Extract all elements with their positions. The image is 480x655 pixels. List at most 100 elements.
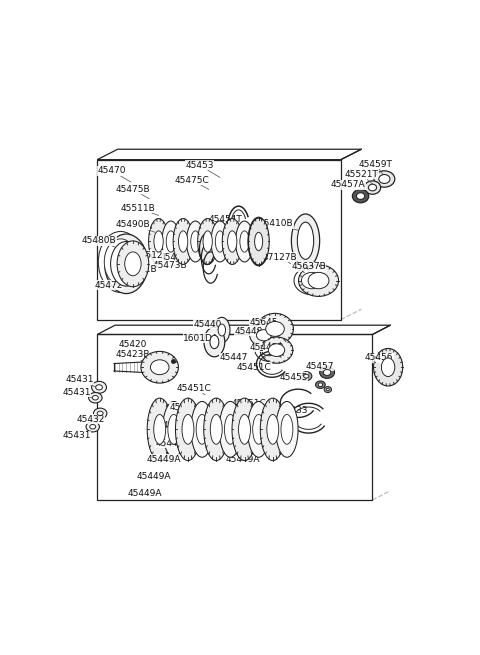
Ellipse shape bbox=[154, 415, 166, 444]
Text: 45449A: 45449A bbox=[226, 453, 260, 464]
Text: 45457A: 45457A bbox=[331, 180, 366, 194]
Ellipse shape bbox=[281, 415, 293, 444]
Text: 45512: 45512 bbox=[135, 251, 164, 260]
Text: 45431: 45431 bbox=[62, 430, 91, 440]
Ellipse shape bbox=[301, 272, 322, 289]
Ellipse shape bbox=[89, 392, 102, 403]
Ellipse shape bbox=[168, 415, 180, 444]
Text: 45455: 45455 bbox=[279, 373, 308, 382]
Text: 45447: 45447 bbox=[220, 353, 248, 362]
Ellipse shape bbox=[379, 174, 390, 183]
Text: 45423B: 45423B bbox=[115, 350, 154, 368]
Ellipse shape bbox=[163, 402, 185, 457]
Ellipse shape bbox=[149, 219, 168, 265]
Ellipse shape bbox=[248, 402, 270, 457]
Ellipse shape bbox=[211, 221, 229, 262]
Ellipse shape bbox=[368, 184, 377, 191]
Text: 45475B: 45475B bbox=[115, 185, 150, 198]
Ellipse shape bbox=[239, 415, 251, 444]
Ellipse shape bbox=[141, 351, 179, 383]
Text: 45511B: 45511B bbox=[121, 204, 158, 215]
Text: 45451C: 45451C bbox=[237, 363, 272, 372]
Text: 45459T: 45459T bbox=[359, 160, 392, 176]
Ellipse shape bbox=[204, 398, 229, 460]
Ellipse shape bbox=[299, 265, 338, 296]
Ellipse shape bbox=[255, 339, 283, 362]
Ellipse shape bbox=[176, 398, 201, 460]
Ellipse shape bbox=[216, 231, 225, 252]
Ellipse shape bbox=[374, 171, 395, 187]
Ellipse shape bbox=[218, 324, 226, 336]
Text: 45454T: 45454T bbox=[247, 437, 281, 449]
Ellipse shape bbox=[150, 360, 169, 375]
Ellipse shape bbox=[96, 384, 102, 390]
Ellipse shape bbox=[228, 231, 237, 252]
Text: 45451C: 45451C bbox=[162, 421, 197, 430]
Ellipse shape bbox=[98, 231, 143, 293]
Ellipse shape bbox=[219, 402, 241, 457]
Ellipse shape bbox=[260, 337, 293, 364]
Ellipse shape bbox=[179, 231, 188, 252]
Text: 45475C: 45475C bbox=[175, 176, 209, 189]
Ellipse shape bbox=[203, 231, 212, 252]
Ellipse shape bbox=[154, 231, 163, 252]
Text: 45480B: 45480B bbox=[82, 236, 118, 248]
Ellipse shape bbox=[191, 231, 200, 252]
Ellipse shape bbox=[210, 415, 222, 444]
Ellipse shape bbox=[125, 252, 141, 276]
Text: 1601DA: 1601DA bbox=[183, 333, 219, 344]
Ellipse shape bbox=[147, 398, 172, 460]
Ellipse shape bbox=[254, 233, 263, 251]
Ellipse shape bbox=[382, 358, 395, 377]
Text: 45451C: 45451C bbox=[177, 384, 211, 395]
Ellipse shape bbox=[357, 193, 365, 200]
Ellipse shape bbox=[104, 239, 137, 285]
Text: 45521T: 45521T bbox=[344, 170, 378, 184]
Text: 45456: 45456 bbox=[365, 353, 394, 365]
Text: 45645: 45645 bbox=[250, 318, 278, 329]
Ellipse shape bbox=[186, 221, 204, 262]
Ellipse shape bbox=[166, 231, 176, 252]
Ellipse shape bbox=[94, 408, 107, 419]
Text: 45457: 45457 bbox=[305, 362, 334, 373]
Ellipse shape bbox=[210, 335, 219, 348]
Ellipse shape bbox=[320, 367, 335, 379]
Ellipse shape bbox=[260, 398, 285, 460]
Text: 45449A: 45449A bbox=[155, 439, 190, 447]
Ellipse shape bbox=[86, 422, 99, 432]
Text: 45490B: 45490B bbox=[115, 220, 155, 232]
Ellipse shape bbox=[252, 415, 264, 444]
Ellipse shape bbox=[92, 381, 107, 393]
Text: 45449A: 45449A bbox=[146, 455, 180, 464]
Text: 45470: 45470 bbox=[98, 166, 131, 182]
Text: 45445B: 45445B bbox=[249, 343, 284, 352]
Text: 45473: 45473 bbox=[172, 233, 201, 242]
Ellipse shape bbox=[222, 219, 242, 265]
Ellipse shape bbox=[196, 415, 208, 444]
Text: 45431: 45431 bbox=[62, 388, 94, 398]
Text: 45410B: 45410B bbox=[258, 219, 298, 231]
Ellipse shape bbox=[324, 386, 332, 392]
Ellipse shape bbox=[268, 344, 285, 356]
Ellipse shape bbox=[110, 242, 142, 286]
Ellipse shape bbox=[364, 181, 381, 195]
Text: 45432: 45432 bbox=[76, 415, 105, 424]
Ellipse shape bbox=[257, 313, 293, 345]
Text: 45440: 45440 bbox=[194, 320, 222, 330]
Ellipse shape bbox=[326, 388, 329, 390]
Ellipse shape bbox=[92, 396, 98, 400]
Ellipse shape bbox=[214, 318, 230, 343]
Ellipse shape bbox=[266, 322, 284, 337]
Text: 45433: 45433 bbox=[279, 406, 308, 415]
Text: 45448: 45448 bbox=[235, 327, 263, 337]
Ellipse shape bbox=[267, 415, 279, 444]
Ellipse shape bbox=[182, 415, 194, 444]
Ellipse shape bbox=[225, 415, 236, 444]
Ellipse shape bbox=[276, 402, 298, 457]
Text: 45473: 45473 bbox=[159, 253, 188, 261]
Ellipse shape bbox=[294, 267, 330, 295]
Text: 45449A: 45449A bbox=[128, 489, 162, 498]
Ellipse shape bbox=[191, 402, 213, 457]
Text: 45420: 45420 bbox=[119, 341, 148, 359]
Text: 45449A: 45449A bbox=[136, 472, 171, 481]
